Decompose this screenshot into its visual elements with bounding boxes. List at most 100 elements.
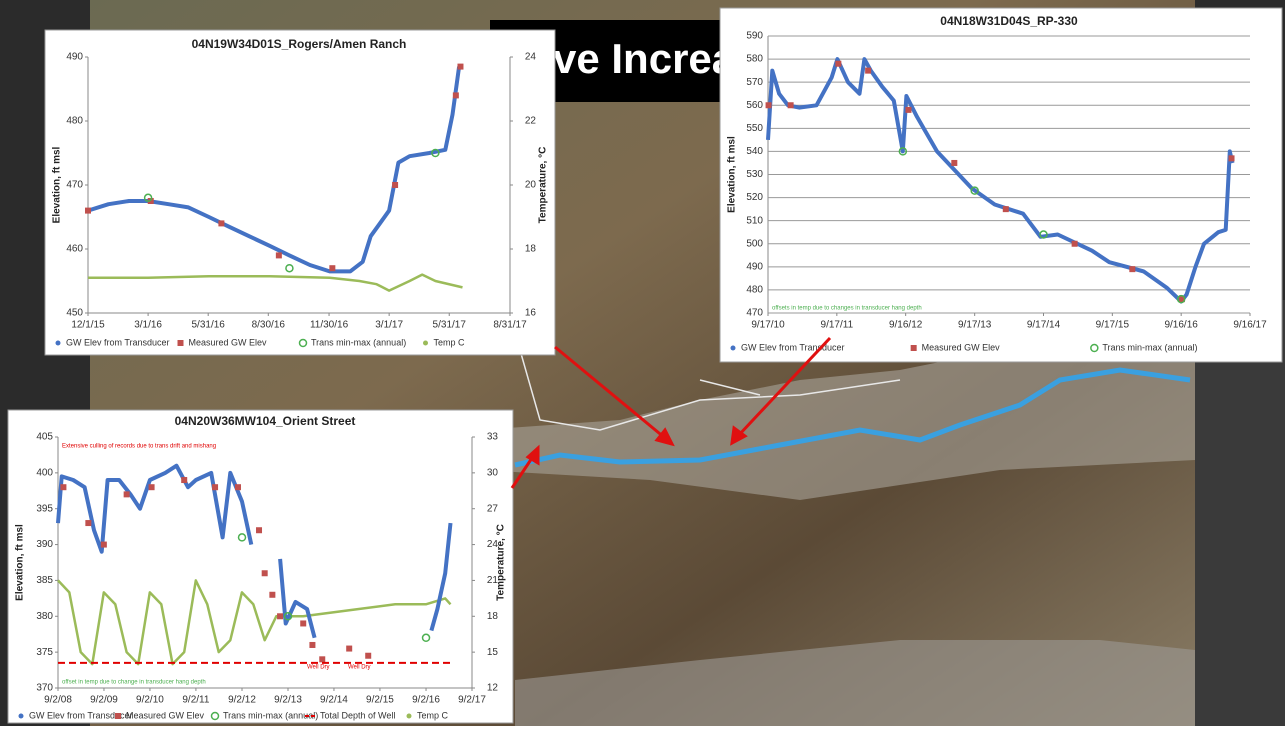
y-tick-label: 520 [746, 192, 763, 203]
measured-point [181, 477, 187, 483]
x-tick-label: 9/2/08 [44, 695, 72, 706]
measured-point [1003, 206, 1009, 212]
y2-axis-label: Temperature, °C [496, 524, 507, 601]
legend-swatch [423, 341, 428, 346]
measured-point [1229, 155, 1235, 161]
legend-label: Temp C [417, 710, 449, 720]
x-tick-label: 3/1/17 [375, 320, 403, 331]
x-tick-label: 9/2/15 [366, 695, 394, 706]
y-tick-label: 395 [36, 503, 53, 514]
y2-tick-label: 16 [525, 308, 537, 319]
measured-point [300, 620, 306, 626]
y2-tick-label: 30 [487, 467, 499, 478]
legend-label: GW Elev from Transducer [741, 342, 845, 352]
legend-swatch [56, 341, 61, 346]
y2-tick-label: 24 [525, 52, 537, 63]
chart-title: 04N20W36MW104_Orient Street [175, 414, 356, 428]
annotation: Well Dry [348, 665, 371, 671]
y-tick-label: 470 [746, 308, 763, 319]
x-tick-label: 5/31/16 [192, 320, 226, 331]
x-tick-label: 9/16/12 [889, 320, 923, 331]
legend-swatch [178, 340, 184, 346]
y-tick-label: 510 [746, 215, 763, 226]
legend-label: Measured GW Elev [126, 710, 205, 720]
y-tick-label: 385 [36, 575, 53, 586]
x-tick-label: 8/30/16 [252, 320, 286, 331]
measured-point [277, 613, 283, 619]
legend-label: Trans min-max (annual) [223, 710, 318, 720]
y-tick-label: 580 [746, 54, 763, 65]
y-tick-label: 390 [36, 539, 53, 550]
measured-point [788, 102, 794, 108]
x-tick-label: 9/2/11 [182, 695, 209, 706]
x-tick-label: 9/2/09 [90, 695, 118, 706]
x-tick-label: 9/2/16 [412, 695, 440, 706]
y2-axis-label: Temperature, °C [538, 147, 549, 224]
chart-panel [45, 30, 555, 355]
x-tick-label: 12/1/15 [71, 320, 105, 331]
measured-point [1129, 266, 1135, 272]
measured-point [319, 656, 325, 662]
x-tick-label: 9/17/15 [1096, 320, 1130, 331]
y-tick-label: 380 [36, 611, 53, 622]
chart: 04N20W36MW104_Orient Street3703753803853… [8, 410, 513, 723]
chart-title: 04N18W31D04S_RP-330 [940, 14, 1078, 28]
measured-point [309, 642, 315, 648]
measured-point [905, 107, 911, 113]
chart-panel [8, 410, 513, 723]
x-tick-label: 11/30/16 [310, 320, 349, 331]
slide-margin [1195, 300, 1285, 726]
measured-point [101, 542, 107, 548]
y-tick-label: 530 [746, 169, 763, 180]
slide: ve Increa 04N19W34D01S_Rogers/Amen Ranch… [0, 0, 1285, 726]
legend-swatch [911, 345, 917, 351]
y2-tick-label: 18 [487, 611, 499, 622]
y-tick-label: 540 [746, 146, 763, 157]
annotation: offset in temp due to change in transduc… [62, 680, 206, 686]
y2-tick-label: 12 [487, 683, 499, 694]
legend-label: Measured GW Elev [922, 342, 1001, 352]
annotation: offsets in temp due to changes in transd… [772, 306, 922, 312]
x-tick-label: 9/2/17 [458, 695, 486, 706]
measured-point [124, 491, 130, 497]
legend-swatch [19, 714, 24, 719]
x-tick-label: 9/2/10 [136, 695, 164, 706]
legend-swatch [115, 713, 121, 719]
measured-point [276, 252, 282, 258]
chart: 04N19W34D01S_Rogers/Amen Ranch4504604704… [45, 30, 555, 355]
x-tick-label: 9/17/11 [821, 320, 854, 331]
slide-title: ve Increa [553, 35, 736, 82]
y-tick-label: 405 [36, 432, 53, 443]
y-tick-label: 370 [36, 683, 53, 694]
measured-point [235, 484, 241, 490]
y-axis-label: Elevation, ft msl [52, 146, 63, 223]
legend-swatch [731, 346, 736, 351]
legend-swatch [407, 714, 412, 719]
legend-label: Trans min-max (annual) [1102, 342, 1197, 352]
x-tick-label: 3/1/16 [134, 320, 162, 331]
x-tick-label: 9/17/14 [1027, 320, 1061, 331]
x-tick-label: 9/16/16 [1164, 320, 1198, 331]
measured-point [346, 646, 352, 652]
chart-title: 04N19W34D01S_Rogers/Amen Ranch [192, 37, 407, 51]
measured-point [212, 484, 218, 490]
y-axis-label: Elevation, ft msl [15, 524, 26, 601]
legend-label: Temp C [434, 337, 466, 347]
x-tick-label: 9/2/13 [274, 695, 302, 706]
y-tick-label: 550 [746, 123, 763, 134]
y2-tick-label: 18 [525, 244, 537, 255]
measured-point [85, 208, 91, 214]
legend-label: Total Depth of Well [320, 710, 395, 720]
annotation: Extensive culling of records due to tran… [62, 444, 216, 450]
x-tick-label: 9/17/10 [751, 320, 785, 331]
measured-point [85, 520, 91, 526]
y2-tick-label: 33 [487, 432, 499, 443]
y-tick-label: 480 [66, 116, 83, 127]
measured-point [60, 484, 66, 490]
legend-label: GW Elev from Transducer [66, 337, 170, 347]
y-tick-label: 460 [66, 244, 83, 255]
measured-point [392, 182, 398, 188]
legend-label: Measured GW Elev [189, 337, 268, 347]
x-tick-label: 9/17/13 [958, 320, 992, 331]
x-tick-label: 9/2/14 [320, 695, 348, 706]
